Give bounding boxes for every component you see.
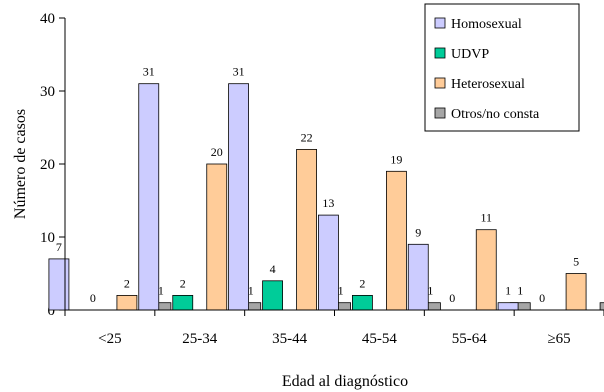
bar-value-label: 1 — [248, 284, 254, 298]
bar — [228, 83, 249, 311]
legend-label: UDVP — [451, 47, 489, 62]
bar — [138, 83, 160, 311]
bar-value-label: 31 — [143, 65, 155, 79]
bar — [497, 302, 519, 311]
bar-value-label: 13 — [322, 196, 334, 210]
bar-value-label: 1 — [338, 284, 344, 298]
bar — [407, 243, 429, 311]
x-tick-label: <25 — [98, 331, 121, 347]
bar-value-label: 0 — [449, 291, 455, 305]
bar — [475, 229, 497, 311]
bar-value-label: 19 — [390, 152, 402, 166]
bar-value-label: 2 — [359, 276, 365, 290]
bar — [296, 148, 317, 311]
bar-value-label: 7 — [56, 240, 62, 254]
x-tick-label: 45-54 — [362, 331, 397, 347]
bar — [172, 294, 194, 311]
bar-value-label: 20 — [211, 145, 223, 159]
bar — [116, 294, 138, 311]
bar-value-label: 1 — [517, 284, 523, 298]
data-labels: 7021312201314221132191901111051 — [56, 65, 579, 305]
bar-value-label: 5 — [573, 255, 579, 269]
y-axis-title: Número de casos — [12, 109, 29, 219]
legend: Homosexual UDVP Heterosexual Otros/no const… — [424, 3, 580, 132]
bar — [565, 273, 587, 311]
y-tick-label: 20 — [40, 157, 55, 173]
x-axis-ticks: <25 25-34 35-44 45-54 55-64 ≥65 — [64, 310, 604, 347]
bar-value-label: 1 — [427, 284, 433, 298]
y-tick-label: 30 — [40, 84, 55, 100]
bar-value-label: 31 — [233, 65, 245, 79]
bar-value-label: 4 — [270, 262, 276, 276]
bar — [48, 258, 70, 311]
x-tick-label: 35-44 — [272, 331, 307, 347]
bar-value-label: 0 — [90, 291, 96, 305]
bar — [352, 294, 373, 311]
x-tick-label: 25-34 — [182, 331, 217, 347]
bar-value-label: 0 — [539, 291, 545, 305]
x-tick-label: ≥65 — [547, 331, 570, 347]
bar-value-label: 11 — [480, 211, 492, 225]
legend-label: Homosexual — [451, 17, 522, 32]
bar — [206, 163, 228, 311]
bar-value-label: 2 — [180, 276, 186, 290]
legend-swatch — [434, 17, 446, 29]
y-axis-ticks: 0 10 20 30 40 — [40, 11, 65, 319]
y-tick-label: 10 — [40, 230, 55, 246]
bars — [48, 83, 604, 311]
bar — [386, 170, 407, 311]
bar — [262, 280, 283, 311]
y-tick-label: 40 — [40, 11, 55, 27]
bar-value-label: 22 — [301, 130, 313, 144]
legend-swatch — [434, 77, 446, 89]
bar — [599, 302, 604, 311]
legend-swatch — [434, 107, 446, 119]
bar-value-label: 9 — [415, 225, 421, 239]
legend-swatch — [434, 47, 446, 59]
bar-value-label: 1 — [158, 284, 164, 298]
legend-label: Otros/no consta — [451, 107, 540, 122]
bar — [318, 214, 339, 311]
legend-label: Heterosexual — [451, 77, 525, 92]
y-tick-label: 0 — [48, 303, 56, 319]
x-axis-title: Edad al diagnóstico — [282, 373, 408, 390]
bar-value-label: 1 — [505, 284, 511, 298]
legend-box — [424, 3, 580, 132]
bar-value-label: 2 — [124, 276, 130, 290]
x-tick-label: 55-64 — [452, 331, 487, 347]
